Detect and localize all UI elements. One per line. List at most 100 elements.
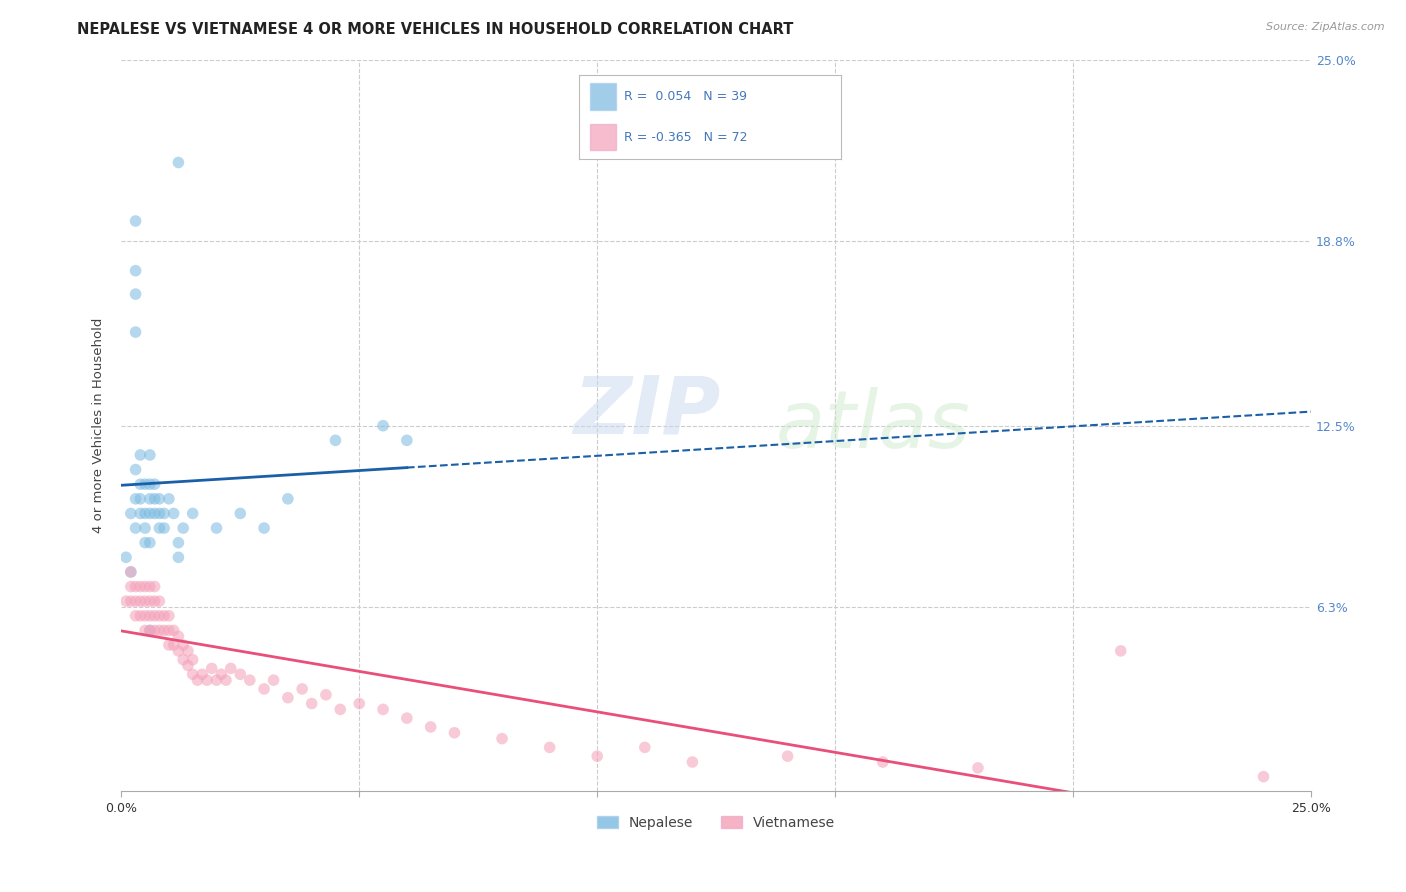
Point: [177, 644, 200, 658]
Point: [634, 740, 657, 755]
Text: Source: ZipAtlas.com: Source: ZipAtlas.com: [1267, 22, 1385, 32]
Point: [148, 507, 170, 521]
Point: [153, 521, 176, 535]
Point: [139, 448, 162, 462]
Point: [134, 594, 156, 608]
Point: [239, 673, 262, 687]
Point: [186, 673, 208, 687]
Point: [872, 755, 894, 769]
Point: [263, 673, 285, 687]
Point: [181, 507, 204, 521]
Point: [134, 624, 156, 638]
Point: [139, 580, 162, 594]
Point: [195, 673, 218, 687]
Point: [172, 521, 194, 535]
Point: [181, 667, 204, 681]
Point: [157, 638, 180, 652]
Point: [148, 491, 170, 506]
Point: [124, 263, 146, 277]
Point: [139, 608, 162, 623]
Point: [157, 624, 180, 638]
Point: [277, 491, 299, 506]
Point: [124, 214, 146, 228]
Point: [329, 702, 352, 716]
Point: [967, 761, 990, 775]
Point: [315, 688, 337, 702]
Point: [291, 681, 314, 696]
Point: [124, 580, 146, 594]
Point: [157, 491, 180, 506]
Point: [443, 725, 465, 739]
Point: [120, 507, 142, 521]
Point: [371, 702, 394, 716]
Point: [586, 749, 609, 764]
Point: [148, 594, 170, 608]
Point: [143, 594, 166, 608]
Point: [395, 711, 418, 725]
Point: [177, 658, 200, 673]
Point: [143, 580, 166, 594]
Point: [139, 477, 162, 491]
Point: [143, 608, 166, 623]
Point: [163, 638, 186, 652]
Point: [124, 521, 146, 535]
Point: [172, 653, 194, 667]
Point: [143, 491, 166, 506]
Point: [143, 624, 166, 638]
Point: [129, 594, 152, 608]
Point: [134, 608, 156, 623]
Point: [209, 667, 232, 681]
Point: [167, 155, 190, 169]
Point: [129, 608, 152, 623]
Point: [124, 287, 146, 301]
Point: [1109, 644, 1132, 658]
Point: [205, 673, 228, 687]
Point: [253, 681, 276, 696]
Y-axis label: 4 or more Vehicles in Household: 4 or more Vehicles in Household: [93, 318, 105, 533]
Point: [153, 624, 176, 638]
Point: [134, 507, 156, 521]
Point: [134, 521, 156, 535]
Point: [167, 550, 190, 565]
Point: [491, 731, 513, 746]
Point: [172, 638, 194, 652]
Text: ZIP: ZIP: [574, 372, 721, 450]
Point: [148, 624, 170, 638]
Point: [163, 624, 186, 638]
Point: [157, 608, 180, 623]
Point: [229, 507, 252, 521]
Point: [301, 697, 323, 711]
Point: [134, 580, 156, 594]
Point: [120, 580, 142, 594]
Point: [181, 653, 204, 667]
Point: [139, 535, 162, 549]
Point: [163, 507, 186, 521]
Point: [115, 594, 138, 608]
Point: [205, 521, 228, 535]
Point: [139, 594, 162, 608]
Point: [148, 608, 170, 623]
Point: [143, 477, 166, 491]
Point: [115, 550, 138, 565]
Legend: Nepalese, Vietnamese: Nepalese, Vietnamese: [592, 811, 841, 836]
Point: [277, 690, 299, 705]
Point: [124, 491, 146, 506]
Point: [167, 644, 190, 658]
Point: [148, 521, 170, 535]
Point: [129, 491, 152, 506]
Point: [1253, 770, 1275, 784]
Point: [215, 673, 238, 687]
Point: [681, 755, 703, 769]
Point: [229, 667, 252, 681]
Point: [419, 720, 441, 734]
Point: [120, 594, 142, 608]
Point: [120, 565, 142, 579]
Point: [124, 462, 146, 476]
Point: [124, 608, 146, 623]
Point: [153, 507, 176, 521]
Point: [201, 661, 224, 675]
Point: [191, 667, 214, 681]
Point: [120, 565, 142, 579]
Text: atlas: atlas: [776, 387, 970, 465]
Point: [139, 491, 162, 506]
